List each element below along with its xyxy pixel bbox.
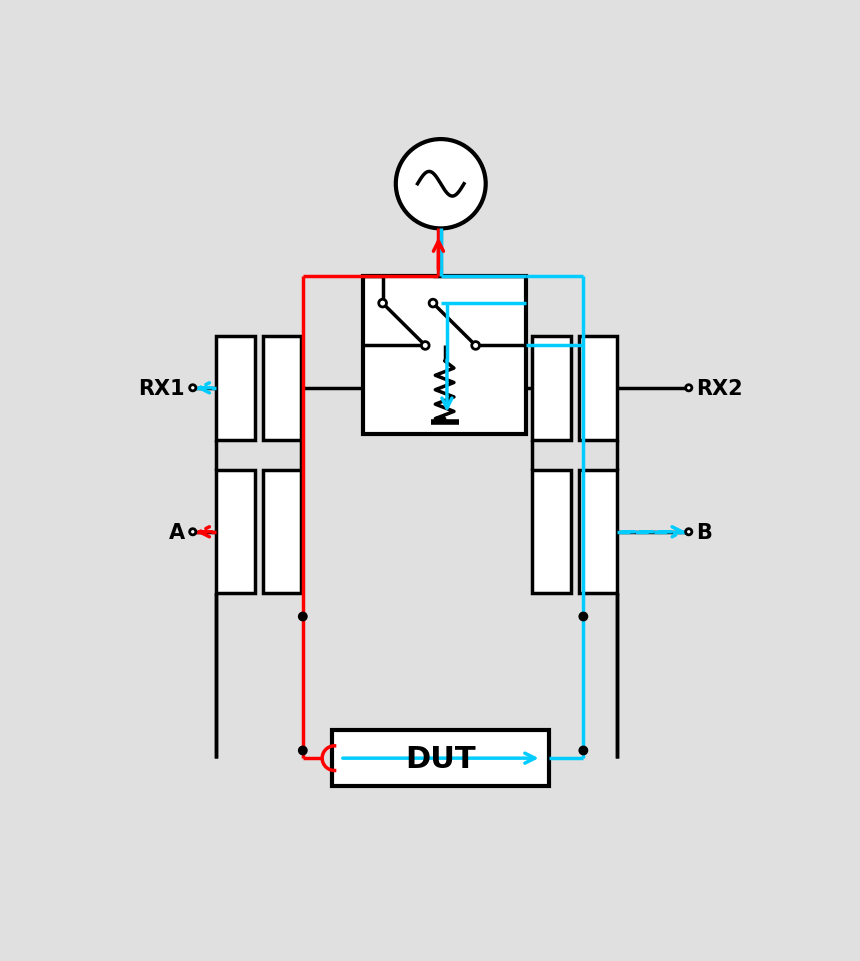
Circle shape — [472, 342, 480, 350]
Bar — [216, 471, 255, 594]
Bar — [579, 337, 617, 441]
Text: B: B — [697, 522, 712, 542]
Bar — [332, 730, 550, 786]
Bar — [579, 471, 617, 594]
Circle shape — [580, 747, 587, 754]
Bar — [532, 337, 571, 441]
Circle shape — [396, 140, 486, 229]
Text: RX2: RX2 — [697, 379, 743, 399]
Circle shape — [299, 613, 307, 621]
Circle shape — [685, 530, 691, 535]
Circle shape — [429, 300, 437, 308]
Text: RX1: RX1 — [138, 379, 185, 399]
Bar — [363, 277, 526, 434]
Text: DUT: DUT — [405, 744, 476, 773]
Circle shape — [299, 747, 307, 754]
Circle shape — [421, 342, 429, 350]
Circle shape — [190, 385, 196, 391]
Text: A: A — [169, 522, 185, 542]
Circle shape — [685, 385, 691, 391]
Circle shape — [378, 300, 386, 308]
Bar — [216, 337, 255, 441]
Bar — [262, 337, 301, 441]
Bar — [262, 471, 301, 594]
Bar — [532, 471, 571, 594]
Circle shape — [580, 613, 587, 621]
Circle shape — [190, 530, 196, 535]
